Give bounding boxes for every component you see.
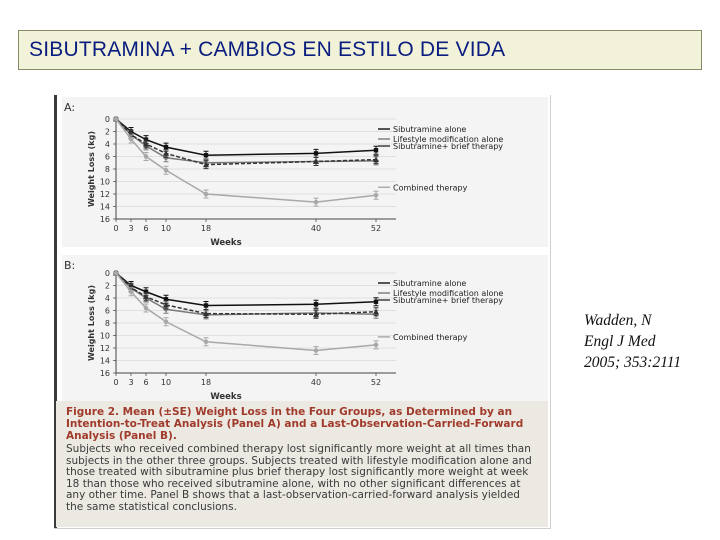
y-tick-label: 16 [100,369,110,378]
data-point [143,141,149,147]
data-point [203,303,209,308]
data-point [163,167,169,173]
y-tick-label: 0 [105,269,110,278]
citation-journal: Engl J Med [584,333,656,350]
y-tick-label: 2 [105,128,110,137]
data-point [313,311,319,317]
data-point [313,158,319,164]
y-tick-label: 14 [100,357,110,366]
data-point [203,339,209,345]
legend-label: Lifestyle modification alone [393,135,503,144]
panel-label: A: [64,101,75,114]
citation-reference: 2005; 353:2111 [584,354,682,371]
panel-label: B: [64,259,75,272]
x-tick-label: 6 [143,224,148,233]
data-point [143,289,149,294]
data-point [163,150,169,156]
y-tick-label: 12 [100,190,110,199]
data-point [313,302,319,307]
legend-label: Combined therapy [393,333,468,342]
data-point [313,199,319,205]
x-tick-label: 40 [311,378,321,387]
x-tick-label: 10 [161,224,171,233]
legend-label: Combined therapy [393,183,468,192]
data-point [373,308,379,315]
data-point [313,348,319,353]
data-point [373,148,379,153]
x-tick-label: 18 [201,224,211,233]
x-tick-label: 6 [143,378,148,387]
panel-background [62,255,548,405]
data-point [163,319,169,325]
x-tick-label: 52 [371,378,381,387]
y-tick-label: 6 [105,153,110,162]
x-tick-label: 0 [113,224,118,233]
slide-title: SIBUTRAMINA + CAMBIOS EN ESTILO DE VIDA [29,38,506,61]
y-axis-label: Weight Loss (kg) [87,131,96,207]
slide-title-box: SIBUTRAMINA + CAMBIOS EN ESTILO DE VIDA [18,30,702,70]
data-point [128,284,134,290]
x-tick-label: 3 [128,224,133,233]
data-point [143,305,149,311]
y-tick-label: 16 [100,215,110,224]
data-point [203,191,209,197]
legend-label: Sibutramine alone [393,125,466,134]
data-point [163,297,169,302]
y-tick-label: 10 [100,332,110,341]
data-point [128,131,134,138]
data-point [373,192,379,198]
data-point [373,299,379,304]
legend-label: Sibutramine alone [393,279,466,288]
data-point [143,293,149,300]
legend-label: Lifestyle modification alone [393,289,503,298]
data-point [373,342,379,348]
y-tick-label: 2 [105,282,110,291]
y-tick-label: 4 [105,140,110,149]
caption-heading: Figure 2. Mean (±SE) Weight Loss in the … [66,406,524,442]
data-point [203,161,209,168]
data-point [163,301,169,308]
data-point [128,289,134,295]
x-tick-label: 10 [161,378,171,387]
data-point [203,153,209,158]
y-axis-label: Weight Loss (kg) [87,285,96,361]
x-tick-label: 0 [113,378,118,387]
data-point [313,151,319,156]
x-tick-label: 3 [128,378,133,387]
data-point [163,144,169,150]
x-axis-label: Weeks [210,392,241,401]
data-point [143,154,149,159]
y-tick-label: 8 [105,165,110,174]
data-point [113,116,119,122]
y-tick-label: 12 [100,344,110,353]
y-tick-label: 14 [100,203,110,212]
y-tick-label: 0 [105,115,110,124]
panel-background [62,97,548,247]
y-tick-label: 10 [100,178,110,187]
x-tick-label: 40 [311,224,321,233]
caption-body: Subjects who received combined therapy l… [66,443,532,513]
data-point [128,136,134,142]
citation: Wadden, N Engl J Med 2005; 353:2111 [584,310,720,373]
y-tick-label: 8 [105,319,110,328]
legend-label: Sibutramine+ brief therapy [393,296,503,305]
citation-author: Wadden, N [584,312,652,329]
y-tick-label: 4 [105,294,110,303]
y-tick-label: 6 [105,307,110,316]
x-tick-label: 18 [201,378,211,387]
legend-label: Sibutramine+ brief therapy [393,142,503,151]
x-axis-label: Weeks [210,238,241,248]
figure-caption: Figure 2. Mean (±SE) Weight Loss in the … [56,401,548,527]
data-point [373,156,379,163]
figure-left-rule [54,95,57,528]
data-point [113,270,119,276]
data-point [203,310,209,317]
x-tick-label: 52 [371,224,381,233]
